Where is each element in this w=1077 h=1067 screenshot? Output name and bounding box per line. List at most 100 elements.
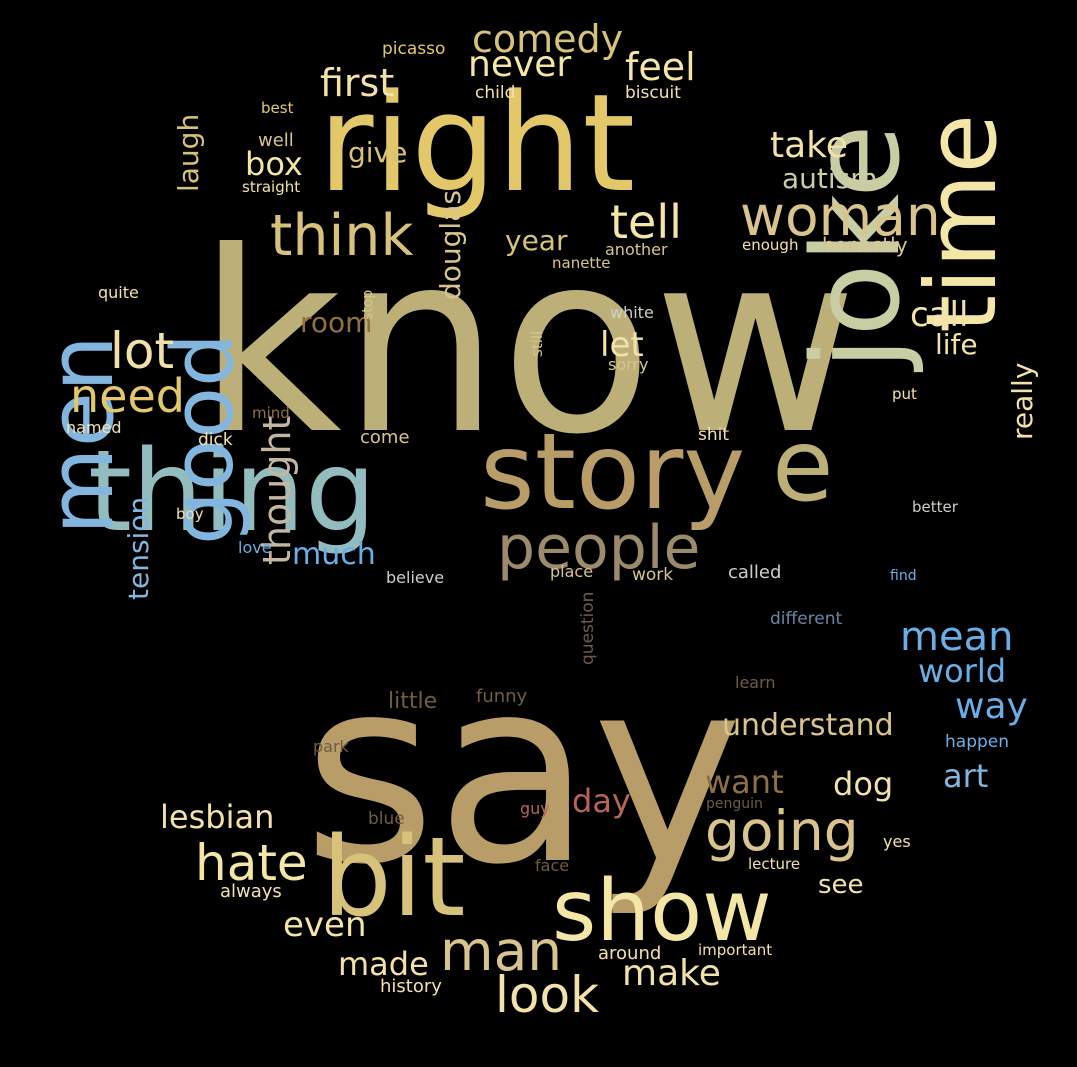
word-guy: guy bbox=[520, 799, 550, 818]
word-joke: joke bbox=[788, 124, 927, 373]
word-yes: yes bbox=[883, 832, 911, 851]
word-mind: mind bbox=[252, 404, 290, 422]
word-much: much bbox=[292, 537, 376, 572]
word-history: history bbox=[380, 976, 442, 997]
word-important: important bbox=[698, 941, 772, 959]
word-lecture: lecture bbox=[748, 855, 800, 873]
word-art: art bbox=[943, 757, 988, 795]
word-made: made bbox=[338, 945, 429, 983]
word-right: right bbox=[318, 65, 635, 222]
word-come: come bbox=[360, 427, 410, 448]
word-around: around bbox=[598, 943, 661, 964]
word-need: need bbox=[70, 369, 185, 423]
word-penguin: penguin bbox=[706, 796, 763, 812]
word-going: going bbox=[705, 799, 859, 863]
word-learn: learn bbox=[735, 673, 776, 692]
word-picasso: picasso bbox=[382, 39, 445, 59]
word-named: named bbox=[66, 418, 122, 437]
word-funny: funny bbox=[476, 686, 528, 707]
word-lot: lot bbox=[110, 322, 174, 380]
word-believe: believe bbox=[386, 568, 444, 587]
word-dick: dick bbox=[198, 430, 233, 450]
word-different: different bbox=[770, 609, 843, 629]
word-still: still bbox=[528, 331, 546, 357]
word-another: another bbox=[605, 240, 668, 259]
word-autism: autism bbox=[782, 162, 878, 195]
word-think: think bbox=[270, 203, 413, 269]
word-show: show bbox=[552, 862, 772, 961]
word-face: face bbox=[535, 856, 569, 875]
word-people: people bbox=[497, 513, 700, 583]
word-way: way bbox=[955, 686, 1028, 727]
word-tension: tension bbox=[122, 497, 155, 600]
word-child: child bbox=[475, 83, 515, 103]
word-understand: understand bbox=[722, 708, 894, 743]
word-lesbian: lesbian bbox=[160, 798, 274, 836]
word-bit: bit bbox=[322, 813, 466, 941]
word-biscuit: biscuit bbox=[625, 83, 681, 103]
word-story: story bbox=[480, 411, 745, 533]
word-white: white bbox=[610, 303, 654, 322]
word-hate: hate bbox=[195, 834, 308, 892]
word-know: know bbox=[197, 198, 858, 489]
word-put: put bbox=[892, 385, 917, 403]
word-room: room bbox=[300, 306, 372, 339]
word-feel: feel bbox=[625, 45, 696, 89]
word-boy: boy bbox=[176, 505, 204, 523]
word-world: world bbox=[918, 652, 1006, 690]
word-time: time bbox=[905, 114, 1018, 333]
word-douglas: douglas bbox=[434, 190, 467, 300]
word-man: man bbox=[440, 919, 562, 983]
word-straight: straight bbox=[242, 178, 300, 196]
word-blue: blue bbox=[368, 809, 405, 829]
word-park: park bbox=[313, 737, 350, 756]
word-always: always bbox=[220, 881, 282, 902]
word-day: day bbox=[572, 782, 631, 820]
word-comedy: comedy bbox=[472, 17, 623, 61]
word-first: first bbox=[320, 61, 394, 105]
word-dog: dog bbox=[833, 765, 893, 803]
word-little: little bbox=[388, 689, 437, 714]
word-laugh: laugh bbox=[172, 114, 205, 192]
word-called: called bbox=[728, 562, 781, 583]
word-life: life bbox=[935, 328, 978, 361]
word-thing: thing bbox=[88, 427, 376, 557]
word-see: see bbox=[818, 870, 864, 900]
word-e: e bbox=[772, 407, 834, 524]
word-well: well bbox=[258, 130, 294, 151]
word-tell: tell bbox=[610, 195, 682, 249]
word-look: look bbox=[495, 966, 599, 1024]
word-happen: happen bbox=[945, 732, 1009, 752]
word-better: better bbox=[912, 498, 959, 516]
word-year: year bbox=[505, 224, 568, 257]
word-take: take bbox=[770, 125, 848, 166]
word-place: place bbox=[550, 562, 593, 581]
word-love: love bbox=[238, 538, 272, 557]
word-nanette: nanette bbox=[552, 254, 610, 272]
word-work: work bbox=[632, 565, 673, 585]
word-call: call bbox=[910, 295, 968, 335]
word-really: really bbox=[1006, 363, 1039, 440]
word-enough: enough bbox=[742, 236, 798, 254]
word-box: box bbox=[245, 145, 303, 183]
word-want: want bbox=[705, 763, 784, 801]
word-mean: mean bbox=[900, 614, 1013, 660]
word-let: let bbox=[600, 325, 644, 365]
word-question: question bbox=[578, 592, 598, 665]
word-say: say bbox=[303, 624, 743, 921]
word-shit: shit bbox=[698, 425, 729, 445]
word-sorry: sorry bbox=[608, 355, 648, 374]
word-find: find bbox=[890, 568, 917, 584]
word-woman: woman bbox=[740, 184, 941, 248]
word-best: best bbox=[261, 99, 294, 117]
word-stop: stop bbox=[360, 290, 376, 320]
word-good: good bbox=[154, 333, 253, 545]
word-quite: quite bbox=[98, 283, 139, 302]
word-even: even bbox=[283, 905, 367, 945]
word-never: never bbox=[468, 44, 571, 85]
word-thought: thought bbox=[255, 416, 299, 565]
word-make: make bbox=[622, 953, 721, 994]
word-layer: know say right thing joke story time bit show men… bbox=[29, 17, 1039, 1024]
